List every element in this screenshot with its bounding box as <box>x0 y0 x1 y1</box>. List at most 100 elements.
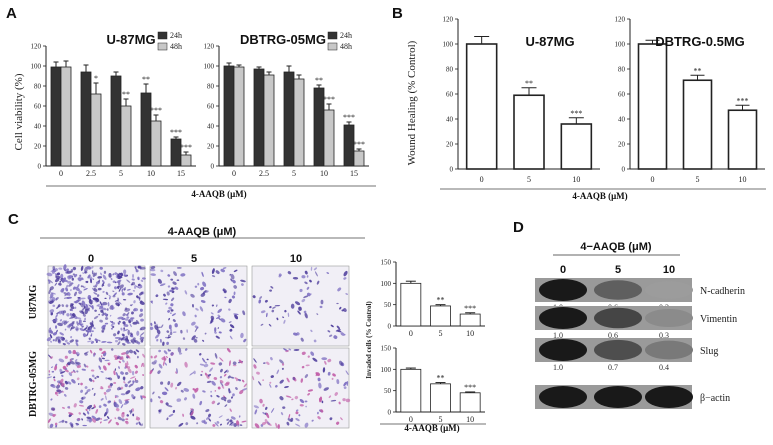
stained-cell <box>99 301 103 306</box>
stained-cell <box>231 295 236 299</box>
stained-cell <box>239 389 244 395</box>
stained-cell <box>156 329 161 335</box>
stained-cell <box>270 357 273 361</box>
stained-cell <box>117 386 121 391</box>
stained-cell <box>268 323 272 327</box>
stained-cell <box>66 268 69 272</box>
stained-cell <box>323 387 329 391</box>
stained-cell <box>260 323 264 326</box>
stained-cell <box>215 335 220 339</box>
stained-cell <box>117 286 119 290</box>
stained-cell <box>229 419 233 423</box>
stained-cell <box>182 413 185 417</box>
stained-cell <box>228 390 232 394</box>
stained-cell <box>128 349 133 354</box>
stained-cell <box>219 376 223 379</box>
stained-cell <box>327 330 331 333</box>
sig-label-A1: * <box>94 74 98 83</box>
stained-cell <box>272 306 276 309</box>
stained-cell <box>135 415 138 421</box>
stained-cell <box>336 325 340 330</box>
stained-cell <box>110 327 114 330</box>
stained-cell <box>129 410 133 413</box>
stained-cell <box>124 383 128 388</box>
stained-cell <box>241 388 248 391</box>
stained-cell <box>51 366 54 368</box>
stained-cell <box>298 306 302 311</box>
stained-cell <box>191 303 194 308</box>
stained-cell <box>315 372 319 376</box>
y-tick-label-B2: 0 <box>622 166 626 174</box>
stained-cell <box>79 400 84 404</box>
stained-cell <box>55 268 59 271</box>
stained-cell <box>214 390 217 392</box>
stained-cell <box>54 278 60 283</box>
stained-cell <box>58 267 63 270</box>
x-tick-label-A2: 0 <box>232 169 236 178</box>
stained-cell <box>158 363 163 369</box>
stained-cell <box>295 423 301 427</box>
stained-cell <box>55 336 58 342</box>
y-tick-label-C2: 150 <box>381 345 392 353</box>
stained-cell <box>105 317 109 320</box>
stained-cell <box>46 337 52 342</box>
stained-cell <box>80 389 83 393</box>
legend-label-A1: 24h <box>170 31 182 40</box>
stained-cell <box>117 303 120 307</box>
band-β−actin-0 <box>539 386 587 408</box>
stained-cell <box>86 266 92 270</box>
stained-cell <box>330 324 334 328</box>
bar-C2-DBTRG-05MG-5 <box>430 383 451 413</box>
stained-cell <box>84 352 88 356</box>
stained-cell <box>345 398 351 403</box>
stained-cell <box>229 421 234 426</box>
stained-cell <box>191 335 196 341</box>
band-N-cadherin-1 <box>594 280 642 300</box>
stained-cell <box>228 360 231 367</box>
stained-cell <box>292 377 296 381</box>
stained-cell <box>210 362 216 365</box>
stained-cell <box>259 398 263 404</box>
bar-B2-wound-5 <box>682 79 713 170</box>
stained-cell <box>115 421 119 426</box>
stained-cell <box>205 409 210 413</box>
bar-A1-48h-0 <box>60 66 72 167</box>
stained-cell <box>139 291 144 296</box>
stained-cell <box>310 293 312 295</box>
stained-cell <box>142 277 146 280</box>
sig-label-B2: *** <box>737 96 749 105</box>
stained-cell <box>269 383 272 388</box>
stained-cell <box>80 302 84 308</box>
x-tick-label-C2: 10 <box>466 415 474 424</box>
stained-cell <box>56 384 61 389</box>
stained-cell <box>219 357 224 362</box>
stained-cell <box>123 335 127 341</box>
stained-cell <box>313 267 318 271</box>
stained-cell <box>316 313 319 316</box>
stained-cell <box>99 348 103 351</box>
stained-cell <box>227 375 231 379</box>
stained-cell <box>114 417 117 420</box>
stained-cell <box>125 418 129 421</box>
stained-cell <box>67 280 72 284</box>
stained-cell <box>91 320 94 327</box>
stained-cell <box>269 306 272 309</box>
stained-cell <box>171 297 175 302</box>
stained-cell <box>211 268 215 275</box>
stained-cell <box>236 379 238 382</box>
x-tick-label-A2: 15 <box>350 169 358 178</box>
stained-cell <box>304 400 308 403</box>
stained-cell <box>215 304 218 307</box>
stained-cell <box>320 299 324 305</box>
stained-cell <box>201 420 205 424</box>
band-N-cadherin-2 <box>645 281 693 299</box>
stained-cell <box>168 324 172 330</box>
y-tick-label-B2: 40 <box>618 116 626 124</box>
stained-cell <box>254 423 260 429</box>
stained-cell <box>290 303 295 309</box>
y-tick-label-C1: 150 <box>381 259 392 267</box>
stained-cell <box>214 422 219 427</box>
stained-cell <box>100 398 104 401</box>
stained-cell <box>224 370 227 374</box>
stained-cell <box>93 327 96 330</box>
